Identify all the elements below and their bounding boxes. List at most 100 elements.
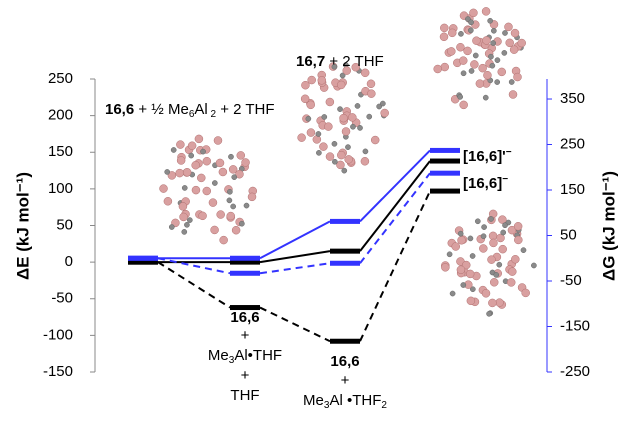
atom	[499, 245, 507, 253]
atom	[239, 221, 244, 226]
atom	[332, 159, 337, 164]
y-tick-label: -150	[43, 363, 73, 380]
y-axis-label: ΔE (kJ mol⁻¹)	[13, 172, 32, 280]
atom	[514, 236, 522, 244]
annotation-part: Al•THF	[234, 347, 282, 364]
atom	[316, 131, 321, 136]
atom	[348, 113, 356, 121]
atom	[195, 135, 203, 143]
annotation: 16,6	[330, 353, 359, 370]
atom	[189, 153, 194, 158]
atom	[367, 80, 375, 88]
atom	[476, 80, 484, 88]
atom	[522, 289, 530, 297]
atom	[488, 299, 496, 307]
atom	[440, 33, 448, 41]
atom	[509, 90, 517, 98]
atom	[381, 109, 389, 117]
atom	[357, 125, 362, 130]
atom	[514, 73, 522, 81]
annotation: [16,6]'−	[463, 147, 512, 165]
atom	[179, 202, 187, 210]
atom	[450, 291, 455, 296]
connector	[360, 191, 430, 341]
annotation: +	[341, 372, 350, 389]
energy-level	[128, 256, 158, 261]
atom	[491, 28, 496, 33]
atom	[460, 101, 468, 109]
annotation: +	[241, 367, 250, 384]
atom	[495, 79, 500, 84]
atom	[461, 71, 466, 76]
annotation: +	[241, 327, 250, 344]
atom	[298, 134, 306, 142]
atom	[464, 47, 472, 55]
annotation-part: + 2 THF	[325, 53, 384, 70]
atom	[337, 107, 342, 112]
atom	[475, 219, 480, 224]
atom	[440, 24, 448, 32]
atom	[458, 31, 463, 36]
atom	[345, 145, 350, 150]
atom	[307, 129, 315, 137]
atom	[479, 244, 487, 252]
energy-level	[430, 189, 460, 194]
atom	[490, 63, 495, 68]
y2-axis-label: ΔG (kJ mol⁻¹)	[599, 171, 618, 281]
atom	[345, 155, 353, 163]
atom	[164, 197, 172, 205]
energy-level	[330, 261, 360, 266]
atom	[307, 101, 315, 109]
atom	[514, 222, 522, 230]
atom	[482, 36, 490, 44]
atom	[227, 212, 235, 220]
connector	[260, 308, 330, 342]
atom	[367, 114, 372, 119]
atom	[324, 123, 332, 131]
y2-tick-label: 50	[560, 226, 577, 243]
atom	[448, 29, 456, 37]
atom	[508, 268, 516, 276]
energy-level	[430, 159, 460, 164]
atom	[301, 81, 309, 89]
atom	[498, 68, 506, 76]
annotation-part: + 2 THF	[216, 101, 275, 118]
atom	[452, 243, 460, 251]
atom	[232, 226, 240, 234]
atom	[507, 278, 515, 286]
atom	[489, 232, 497, 240]
atom	[227, 189, 232, 194]
atom	[447, 47, 455, 55]
atom	[342, 127, 350, 135]
atom	[313, 135, 321, 143]
atom	[504, 23, 512, 31]
energy-level	[330, 249, 360, 254]
atom	[326, 153, 334, 161]
atom	[203, 187, 211, 195]
atom	[187, 217, 192, 222]
atom	[469, 68, 474, 73]
atom	[212, 180, 217, 185]
chart: ΔE (kJ mol⁻¹) ΔG (kJ mol⁻¹) -150-100-500…	[0, 0, 632, 425]
annotation: 16,6	[230, 309, 259, 326]
atom	[456, 43, 464, 51]
atom	[188, 142, 196, 150]
atom	[510, 46, 518, 54]
atom	[176, 141, 184, 149]
connector	[260, 263, 330, 273]
atom	[332, 141, 337, 146]
y-tick-label: 200	[48, 107, 73, 124]
annotation-part: 2	[381, 400, 387, 411]
atom	[176, 169, 184, 177]
annotation: 16,7 + 2 THF	[296, 53, 384, 70]
annotation-part: Al •THF	[329, 392, 381, 409]
atom	[487, 256, 495, 264]
y-tick-label: 150	[48, 143, 73, 160]
y2-tick-label: -250	[560, 363, 590, 380]
atom	[511, 255, 519, 263]
annotation-part: Me	[208, 347, 229, 364]
atom	[227, 198, 232, 203]
atom	[200, 149, 205, 154]
atom	[483, 95, 488, 100]
atom	[228, 154, 233, 159]
